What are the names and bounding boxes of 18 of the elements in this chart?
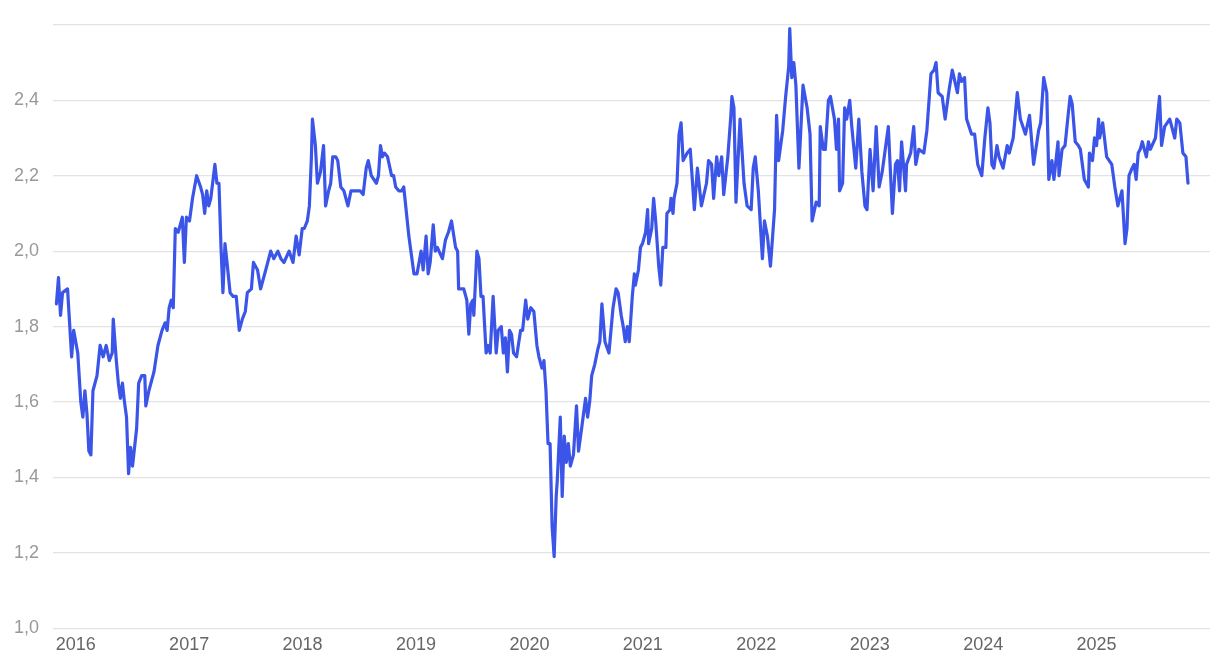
- y-tick-label: 2,4: [13, 89, 40, 110]
- x-tick-label: 2023: [849, 634, 890, 655]
- y-tick-label: 1,8: [13, 315, 40, 336]
- x-tick-label: 2018: [282, 634, 323, 655]
- x-tick-label: 2022: [736, 634, 777, 655]
- y-tick-label: 2,2: [13, 164, 40, 185]
- x-tick-label: 2019: [395, 634, 437, 655]
- y-tick-label: 1,2: [13, 541, 40, 562]
- x-tick-label: 2016: [55, 634, 96, 655]
- x-tick-label: 2017: [169, 634, 210, 655]
- y-tick-label: 1,0: [13, 617, 40, 638]
- x-tick-label: 2025: [1076, 634, 1117, 655]
- y-tick-label: 1,4: [13, 466, 40, 487]
- x-tick-label: 2021: [622, 634, 663, 655]
- x-tick-label: 2024: [963, 634, 1004, 655]
- y-tick-label: 2,0: [13, 240, 40, 261]
- y-tick-label: 1,6: [13, 391, 40, 412]
- x-tick-label: 2020: [509, 634, 550, 655]
